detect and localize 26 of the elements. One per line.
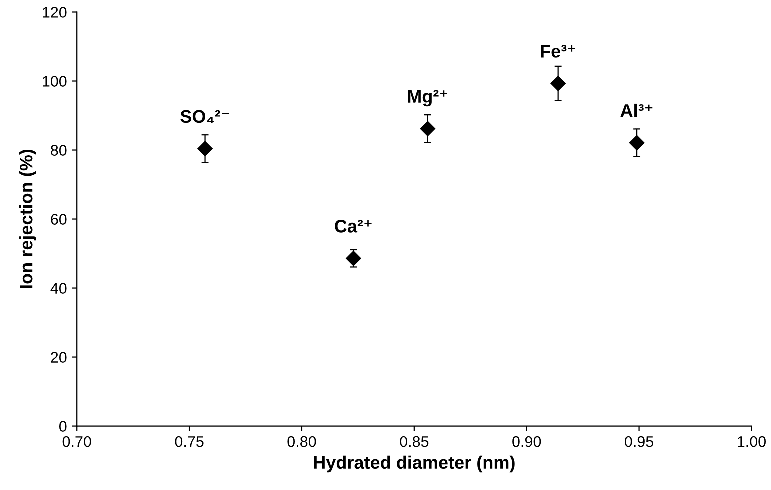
y-tick-label: 40 [50, 283, 67, 294]
point [346, 251, 362, 266]
point [629, 135, 645, 151]
point [198, 141, 213, 156]
y-tick-label: 60 [51, 214, 67, 225]
x-tick-label: 0.85 [400, 436, 429, 448]
annotation: Al³⁺ [620, 104, 653, 118]
x-tick-label: 0.70 [62, 436, 92, 448]
y-axis-title: Ion rejection (%) [20, 150, 36, 288]
x-axis-title: Hydrated diameter (nm) [314, 456, 515, 473]
y-tick-label: 120 [43, 7, 67, 18]
x-tick-label: 0.75 [175, 436, 204, 448]
y-tick-label: 100 [43, 76, 67, 87]
y-tick-label: 0 [59, 421, 67, 432]
annotation: Ca²⁺ [335, 220, 372, 233]
y-tick-label: 20 [51, 352, 67, 363]
x-tick-label: 0.90 [512, 436, 542, 448]
point [550, 76, 566, 92]
y-tick-label: 80 [51, 145, 67, 156]
x-tick-label: 0.80 [288, 436, 316, 448]
x-tick-label: 1.00 [738, 436, 766, 448]
point [420, 121, 436, 136]
x-tick-label: 0.95 [625, 436, 654, 448]
annotation: Mg²⁺ [408, 90, 448, 107]
annotation: Fe³⁺ [541, 45, 576, 58]
annotation: SO₄²⁻ [180, 110, 230, 124]
